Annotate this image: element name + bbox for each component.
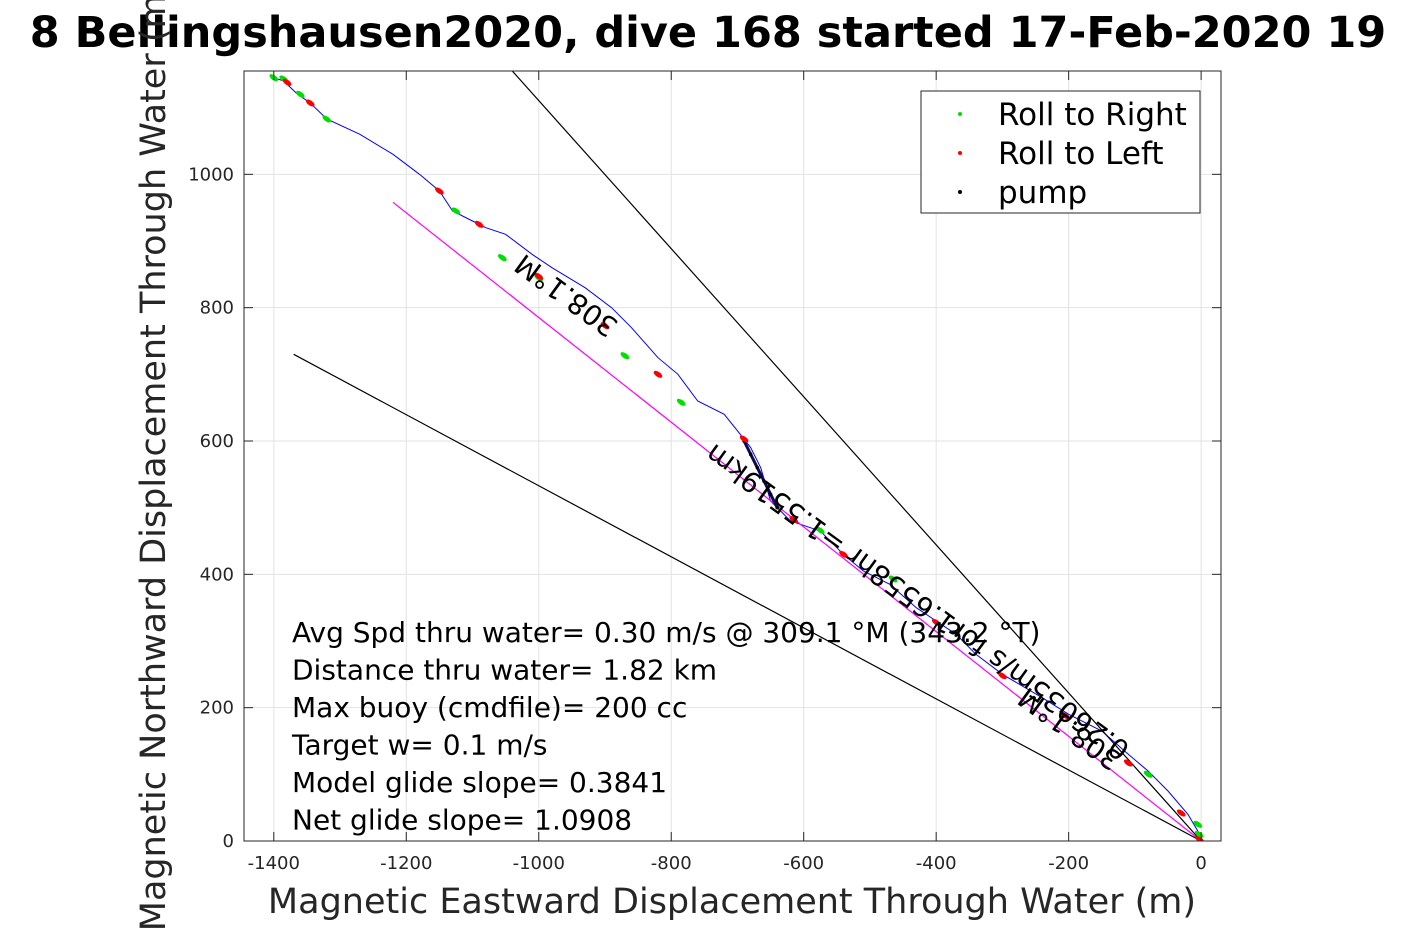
annotation-line: Distance thru water= 1.82 km (292, 654, 717, 687)
roll-left-point (1176, 809, 1186, 817)
roll-right-point (888, 575, 898, 583)
series-line-3 (293, 353, 1202, 841)
x-tick-label: -1200 (380, 853, 432, 874)
pump-point (768, 492, 773, 497)
roll-left-point (435, 187, 444, 195)
roll-left-point (739, 435, 749, 443)
y-tick-label: 600 (200, 431, 234, 452)
roll-right-point (322, 115, 332, 123)
legend-marker (958, 190, 962, 194)
roll-left-point (931, 618, 941, 626)
x-tick-label: -1000 (513, 853, 565, 874)
roll-left-point (1061, 712, 1070, 720)
roll-right-point (1193, 820, 1203, 828)
legend-marker (958, 151, 962, 155)
y-tick-label: 200 (200, 698, 234, 719)
legend-label: pump (998, 175, 1087, 211)
y-tick-label: 800 (200, 298, 234, 319)
roll-left-point (534, 272, 544, 280)
x-tick-label: -1400 (248, 853, 300, 874)
roll-left-point (474, 220, 484, 228)
legend-marker (958, 112, 962, 116)
roll-right-point (295, 90, 305, 98)
axes-box (243, 70, 1222, 842)
legend-label: Roll to Right (998, 97, 1187, 133)
pump-point (748, 452, 753, 457)
roll-right-point (676, 398, 686, 406)
pump-segment (742, 440, 779, 509)
y-axis-label: Magnetic Northward Displacement Through … (134, 0, 174, 931)
annotation-line: Avg Spd thru water= 0.30 m/s @ 309.1 °M … (292, 616, 1040, 649)
x-tick-label: -600 (783, 853, 824, 874)
roll-left-point (305, 99, 315, 107)
roll-left-point (600, 322, 610, 330)
roll-left-point (789, 516, 799, 524)
annotation-line: Net glide slope= 1.0908 (292, 804, 632, 837)
x-tick-label: 0 (1195, 853, 1206, 874)
roll-right-point (620, 352, 630, 360)
chart-title: 8 Bellingshausen2020, dive 168 started 1… (30, 8, 1386, 58)
x-axis-label: Magnetic Eastward Displacement Through W… (268, 882, 1196, 922)
x-tick-label: -200 (1048, 853, 1089, 874)
pump-point (755, 465, 760, 470)
x-tick-label: -800 (651, 853, 692, 874)
roll-left-point (653, 370, 663, 378)
y-tick-label: 0 (223, 831, 234, 852)
annotation-line: Target w= 0.1 m/s (291, 729, 548, 762)
annotation-line: Model glide slope= 0.3841 (292, 766, 667, 799)
legend-box (920, 90, 1201, 214)
roll-right-point (815, 526, 825, 534)
annotation-line: Max buoy (cmdfile)= 200 cc (292, 691, 687, 724)
roll-left-point (839, 550, 848, 558)
roll-left-point (998, 672, 1007, 680)
roll-left-point (282, 78, 292, 86)
y-tick-label: 400 (200, 564, 234, 585)
roll-right-point (1143, 770, 1153, 778)
pump-point (775, 505, 780, 510)
roll-right-point (451, 207, 461, 215)
y-tick-label: 1000 (188, 164, 234, 185)
plot-content (269, 71, 1205, 841)
roll-left-point (1195, 836, 1205, 841)
x-tick-label: -400 (916, 853, 957, 874)
roll-right-point (497, 254, 507, 262)
series-line-2 (511, 71, 1202, 841)
legend-label: Roll to Left (998, 136, 1164, 172)
pump-point (762, 479, 766, 483)
roll-left-point (1123, 759, 1133, 767)
